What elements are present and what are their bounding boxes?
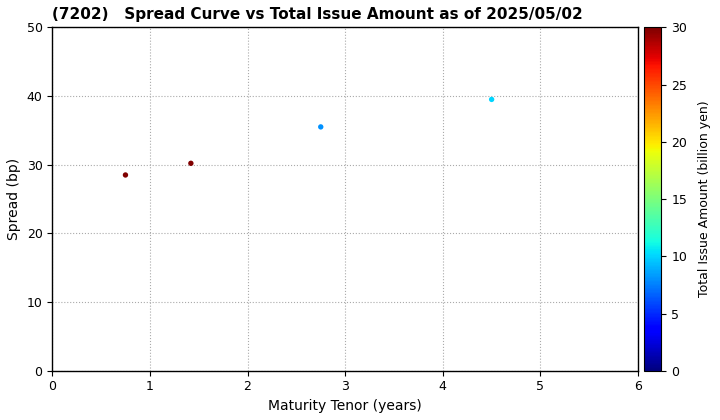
Point: [185, 160, 197, 167]
Y-axis label: Total Issue Amount (billion yen): Total Issue Amount (billion yen): [698, 101, 711, 297]
X-axis label: Maturity Tenor (years): Maturity Tenor (years): [269, 399, 422, 413]
Point: [486, 96, 498, 103]
Point: [315, 123, 326, 130]
Y-axis label: Spread (bp): Spread (bp): [7, 158, 21, 240]
Point: [120, 172, 131, 178]
Text: (7202)   Spread Curve vs Total Issue Amount as of 2025/05/02: (7202) Spread Curve vs Total Issue Amoun…: [53, 7, 583, 22]
